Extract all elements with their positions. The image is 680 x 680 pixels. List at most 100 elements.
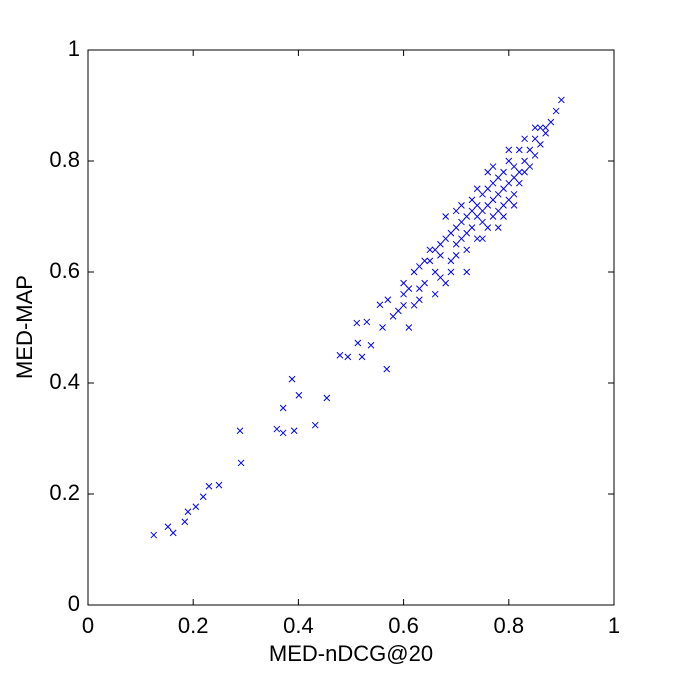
y-axis-label: MED-MAP bbox=[12, 275, 37, 379]
point bbox=[199, 493, 207, 501]
point bbox=[547, 118, 555, 126]
point bbox=[494, 174, 502, 182]
point bbox=[531, 152, 539, 159]
x-tick-label: 0.6 bbox=[388, 613, 419, 638]
point bbox=[531, 135, 539, 143]
point bbox=[442, 213, 450, 220]
point bbox=[192, 503, 200, 511]
point bbox=[426, 257, 434, 265]
point bbox=[458, 202, 465, 209]
point bbox=[531, 124, 539, 132]
point bbox=[405, 285, 413, 293]
point bbox=[273, 425, 281, 433]
point bbox=[437, 240, 444, 248]
point bbox=[452, 207, 460, 215]
point bbox=[468, 196, 476, 204]
point bbox=[353, 319, 361, 327]
point bbox=[484, 202, 492, 209]
point bbox=[410, 268, 418, 276]
point bbox=[510, 174, 518, 182]
point bbox=[521, 135, 528, 143]
point bbox=[500, 213, 507, 220]
point bbox=[500, 168, 507, 176]
point bbox=[473, 202, 481, 209]
point bbox=[389, 313, 397, 320]
point bbox=[447, 257, 455, 265]
point bbox=[290, 427, 298, 435]
point bbox=[484, 168, 492, 176]
point bbox=[394, 307, 402, 315]
point bbox=[494, 224, 502, 231]
x-tick-label: 1 bbox=[608, 613, 620, 638]
point bbox=[363, 318, 371, 326]
point bbox=[552, 107, 560, 115]
point bbox=[384, 296, 392, 304]
y-tick-label: 0.4 bbox=[49, 369, 80, 394]
plot-frame bbox=[87, 49, 615, 606]
point bbox=[500, 185, 507, 193]
point bbox=[458, 218, 465, 226]
point bbox=[426, 246, 434, 254]
point bbox=[400, 279, 407, 287]
point bbox=[463, 268, 471, 276]
point bbox=[521, 168, 528, 176]
point bbox=[489, 179, 497, 187]
point bbox=[416, 285, 423, 293]
point bbox=[479, 218, 486, 226]
point bbox=[505, 179, 513, 187]
point bbox=[150, 531, 158, 539]
point bbox=[521, 157, 528, 165]
point bbox=[184, 508, 192, 516]
point bbox=[344, 353, 352, 361]
x-tick-label: 0 bbox=[82, 613, 94, 638]
point bbox=[489, 163, 497, 170]
point bbox=[288, 375, 296, 383]
point bbox=[437, 251, 444, 259]
point bbox=[437, 274, 444, 281]
x-tick-label: 0.4 bbox=[283, 613, 314, 638]
point bbox=[383, 365, 391, 373]
point bbox=[237, 459, 245, 467]
point bbox=[515, 168, 523, 176]
x-tick-label: 0.2 bbox=[178, 613, 209, 638]
point bbox=[458, 235, 465, 243]
point bbox=[367, 341, 375, 349]
point bbox=[505, 157, 513, 165]
point bbox=[311, 421, 319, 429]
point bbox=[169, 529, 177, 537]
point bbox=[468, 224, 476, 231]
point bbox=[510, 190, 518, 198]
point bbox=[452, 251, 460, 259]
point bbox=[379, 324, 386, 331]
point bbox=[473, 185, 481, 193]
point bbox=[295, 391, 303, 399]
point bbox=[358, 353, 366, 361]
point bbox=[515, 146, 523, 154]
x-tick-label: 0.8 bbox=[494, 613, 525, 638]
point bbox=[558, 96, 565, 104]
point bbox=[473, 235, 481, 243]
point bbox=[489, 213, 497, 220]
point bbox=[537, 124, 544, 132]
point bbox=[400, 301, 407, 309]
point bbox=[400, 290, 407, 298]
point bbox=[205, 482, 213, 490]
point bbox=[279, 404, 287, 412]
point bbox=[468, 207, 476, 215]
point bbox=[431, 246, 439, 254]
point bbox=[354, 339, 362, 347]
point bbox=[376, 301, 384, 309]
point bbox=[452, 240, 460, 248]
y-tick-label: 0.6 bbox=[49, 258, 80, 283]
point bbox=[484, 224, 492, 231]
point bbox=[431, 290, 439, 298]
y-tick-label: 0.8 bbox=[49, 147, 80, 172]
point bbox=[479, 207, 486, 215]
point bbox=[336, 351, 344, 359]
point bbox=[542, 124, 549, 132]
point bbox=[500, 202, 507, 209]
point bbox=[421, 279, 428, 287]
point bbox=[537, 140, 544, 148]
